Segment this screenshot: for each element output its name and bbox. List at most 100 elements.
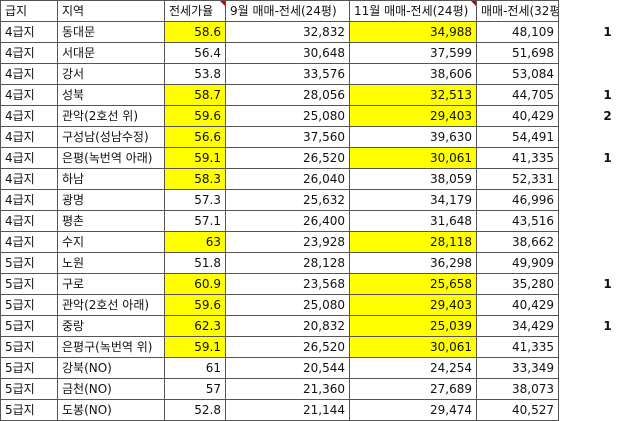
cell-grade[interactable]: 5급지 (1, 316, 58, 337)
cell-region[interactable]: 수지 (58, 232, 165, 253)
cell-gap-32[interactable]: 40,429 (477, 106, 559, 127)
cell-gap-32[interactable]: 49,909 (477, 253, 559, 274)
cell-flag[interactable] (559, 64, 640, 85)
cell-sep-gap[interactable]: 30,648 (226, 43, 350, 64)
cell-flag[interactable] (559, 400, 640, 421)
cell-region[interactable]: 성북 (58, 85, 165, 106)
cell-gap-32[interactable]: 33,349 (477, 358, 559, 379)
cell-flag[interactable]: 1 (559, 148, 640, 169)
cell-grade[interactable]: 4급지 (1, 106, 58, 127)
cell-ratio[interactable]: 58.6 (165, 22, 226, 43)
cell-grade[interactable]: 4급지 (1, 127, 58, 148)
cell-ratio[interactable]: 57.1 (165, 211, 226, 232)
header-sep-gap-24[interactable]: 9월 매매-전세(24평) (226, 1, 350, 22)
cell-nov-gap[interactable]: 32,513 (350, 85, 477, 106)
cell-sep-gap[interactable]: 20,832 (226, 316, 350, 337)
cell-nov-gap[interactable]: 27,689 (350, 379, 477, 400)
cell-ratio[interactable]: 56.4 (165, 43, 226, 64)
cell-flag[interactable] (559, 127, 640, 148)
cell-flag[interactable]: 2 (559, 106, 640, 127)
cell-nov-gap[interactable]: 34,988 (350, 22, 477, 43)
cell-flag[interactable] (559, 253, 640, 274)
cell-ratio[interactable]: 56.6 (165, 127, 226, 148)
cell-sep-gap[interactable]: 21,360 (226, 379, 350, 400)
cell-region[interactable]: 강북(NO) (58, 358, 165, 379)
cell-grade[interactable]: 4급지 (1, 43, 58, 64)
cell-gap-32[interactable]: 40,429 (477, 295, 559, 316)
cell-region[interactable]: 하남 (58, 169, 165, 190)
cell-flag[interactable]: 1 (559, 22, 640, 43)
cell-region[interactable]: 도봉(NO) (58, 400, 165, 421)
cell-sep-gap[interactable]: 32,832 (226, 22, 350, 43)
cell-gap-32[interactable]: 34,429 (477, 316, 559, 337)
cell-region[interactable]: 관악(2호선 위) (58, 106, 165, 127)
cell-flag[interactable] (559, 169, 640, 190)
cell-nov-gap[interactable]: 38,606 (350, 64, 477, 85)
cell-gap-32[interactable]: 51,698 (477, 43, 559, 64)
cell-sep-gap[interactable]: 26,040 (226, 169, 350, 190)
cell-ratio[interactable]: 51.8 (165, 253, 226, 274)
cell-flag[interactable] (559, 232, 640, 253)
cell-sep-gap[interactable]: 26,520 (226, 337, 350, 358)
cell-grade[interactable]: 4급지 (1, 22, 58, 43)
cell-region[interactable]: 은평구(녹번역 위) (58, 337, 165, 358)
cell-ratio[interactable]: 60.9 (165, 274, 226, 295)
cell-nov-gap[interactable]: 29,403 (350, 295, 477, 316)
cell-region[interactable]: 동대문 (58, 22, 165, 43)
cell-nov-gap[interactable]: 31,648 (350, 211, 477, 232)
cell-grade[interactable]: 5급지 (1, 295, 58, 316)
cell-grade[interactable]: 5급지 (1, 379, 58, 400)
cell-sep-gap[interactable]: 28,128 (226, 253, 350, 274)
cell-gap-32[interactable]: 41,335 (477, 337, 559, 358)
cell-grade[interactable]: 5급지 (1, 400, 58, 421)
cell-sep-gap[interactable]: 21,144 (226, 400, 350, 421)
cell-nov-gap[interactable]: 30,061 (350, 148, 477, 169)
cell-ratio[interactable]: 62.3 (165, 316, 226, 337)
cell-region[interactable]: 은평(녹번역 아래) (58, 148, 165, 169)
cell-flag[interactable] (559, 358, 640, 379)
cell-ratio[interactable]: 59.1 (165, 337, 226, 358)
cell-nov-gap[interactable]: 30,061 (350, 337, 477, 358)
cell-ratio[interactable]: 57 (165, 379, 226, 400)
cell-gap-32[interactable]: 38,662 (477, 232, 559, 253)
cell-gap-32[interactable]: 44,705 (477, 85, 559, 106)
cell-gap-32[interactable]: 38,073 (477, 379, 559, 400)
cell-gap-32[interactable]: 54,491 (477, 127, 559, 148)
cell-ratio[interactable]: 58.3 (165, 169, 226, 190)
cell-region[interactable]: 금천(NO) (58, 379, 165, 400)
cell-gap-32[interactable]: 35,280 (477, 274, 559, 295)
cell-sep-gap[interactable]: 25,080 (226, 295, 350, 316)
cell-nov-gap[interactable]: 24,254 (350, 358, 477, 379)
cell-sep-gap[interactable]: 33,576 (226, 64, 350, 85)
cell-region[interactable]: 중랑 (58, 316, 165, 337)
cell-nov-gap[interactable]: 28,118 (350, 232, 477, 253)
empty-cell[interactable] (559, 1, 640, 22)
cell-grade[interactable]: 4급지 (1, 190, 58, 211)
cell-sep-gap[interactable]: 26,520 (226, 148, 350, 169)
cell-gap-32[interactable]: 43,516 (477, 211, 559, 232)
cell-flag[interactable] (559, 211, 640, 232)
cell-flag[interactable] (559, 190, 640, 211)
cell-nov-gap[interactable]: 39,630 (350, 127, 477, 148)
cell-region[interactable]: 구성남(성남수정) (58, 127, 165, 148)
cell-grade[interactable]: 5급지 (1, 337, 58, 358)
cell-region[interactable]: 관악(2호선 아래) (58, 295, 165, 316)
cell-flag[interactable]: 1 (559, 274, 640, 295)
cell-ratio[interactable]: 53.8 (165, 64, 226, 85)
cell-nov-gap[interactable]: 25,658 (350, 274, 477, 295)
cell-grade[interactable]: 5급지 (1, 358, 58, 379)
header-grade[interactable]: 급지 (1, 1, 58, 22)
cell-ratio[interactable]: 58.7 (165, 85, 226, 106)
cell-region[interactable]: 구로 (58, 274, 165, 295)
cell-gap-32[interactable]: 52,331 (477, 169, 559, 190)
cell-flag[interactable] (559, 379, 640, 400)
header-gap-32[interactable]: 매매-전세(32평) (477, 1, 559, 22)
cell-nov-gap[interactable]: 38,059 (350, 169, 477, 190)
cell-nov-gap[interactable]: 25,039 (350, 316, 477, 337)
cell-ratio[interactable]: 59.1 (165, 148, 226, 169)
cell-gap-32[interactable]: 40,527 (477, 400, 559, 421)
cell-grade[interactable]: 4급지 (1, 85, 58, 106)
header-ratio[interactable]: 전세가율 (165, 1, 226, 22)
cell-grade[interactable]: 4급지 (1, 64, 58, 85)
cell-region[interactable]: 노원 (58, 253, 165, 274)
